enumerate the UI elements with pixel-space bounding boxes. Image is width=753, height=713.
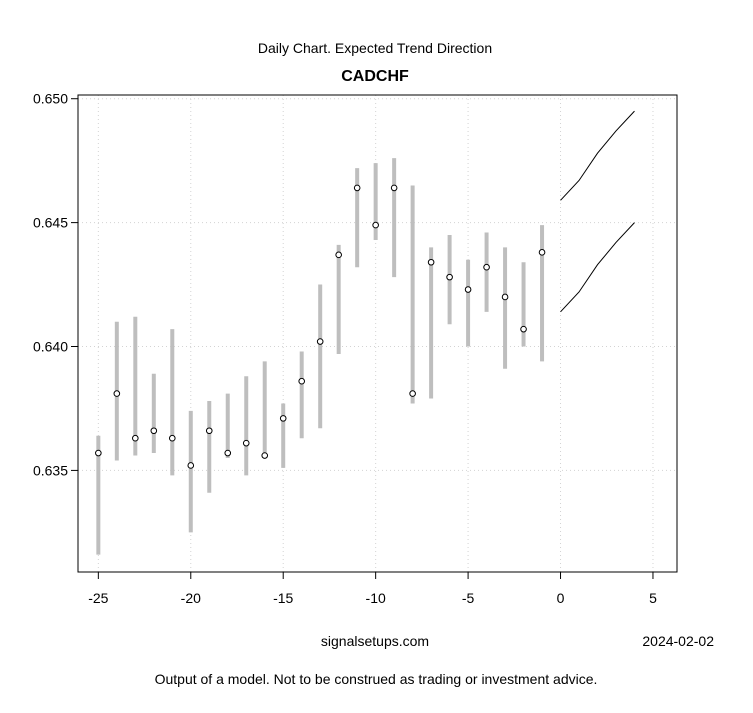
data-point — [427, 258, 435, 266]
disclaimer: Output of a model. Not to be construed a… — [155, 671, 598, 687]
data-point — [187, 462, 195, 469]
data-point — [168, 434, 176, 442]
data-point — [464, 286, 472, 293]
y-tick-label: 0.635 — [33, 462, 68, 478]
data-point — [483, 263, 490, 271]
data-point — [242, 439, 250, 447]
y-tick-label: 0.650 — [33, 91, 68, 107]
data-point — [113, 390, 121, 397]
x-tick-label: -5 — [462, 590, 475, 606]
x-tick-label: -15 — [273, 590, 293, 606]
data-point — [446, 273, 453, 281]
plot-frame — [77, 94, 678, 573]
x-tick-label: -10 — [366, 590, 386, 606]
forecast-lines — [560, 110, 635, 313]
data-point — [538, 249, 546, 256]
x-tick-label: 5 — [649, 590, 657, 606]
y-tick-label: 0.640 — [33, 339, 68, 355]
data-point — [224, 449, 232, 457]
points — [95, 184, 546, 469]
data-point — [520, 325, 527, 333]
data-point — [372, 221, 379, 229]
x-tick-label: -25 — [88, 590, 108, 606]
data-point — [298, 377, 306, 385]
data-point — [335, 251, 342, 259]
date-label: 2024-02-02 — [642, 633, 714, 649]
data-point — [316, 338, 324, 345]
chart-subtitle: Daily Chart. Expected Trend Direction — [258, 40, 492, 56]
data-point — [205, 427, 213, 435]
data-point — [279, 415, 287, 422]
forecast-lower-line — [560, 222, 635, 313]
data-point — [409, 390, 416, 397]
axes: -25 -20 -15 -10 -5 0 5 0.635 0.640 0.645 0.650 — [33, 91, 657, 606]
x-tick-label: 0 — [557, 590, 565, 606]
chart-title: CADCHF — [341, 68, 409, 85]
data-point — [150, 427, 158, 435]
source-label: signalsetups.com — [321, 633, 429, 649]
y-tick-label: 0.645 — [33, 215, 68, 231]
data-point — [261, 452, 269, 459]
forecast-upper-line — [560, 110, 635, 201]
x-tick-label: -20 — [181, 590, 201, 606]
data-point — [390, 184, 398, 192]
data-point — [95, 449, 102, 457]
data-point — [501, 293, 509, 301]
data-point — [132, 434, 139, 442]
range-bars — [96, 158, 545, 555]
data-point — [353, 184, 361, 192]
